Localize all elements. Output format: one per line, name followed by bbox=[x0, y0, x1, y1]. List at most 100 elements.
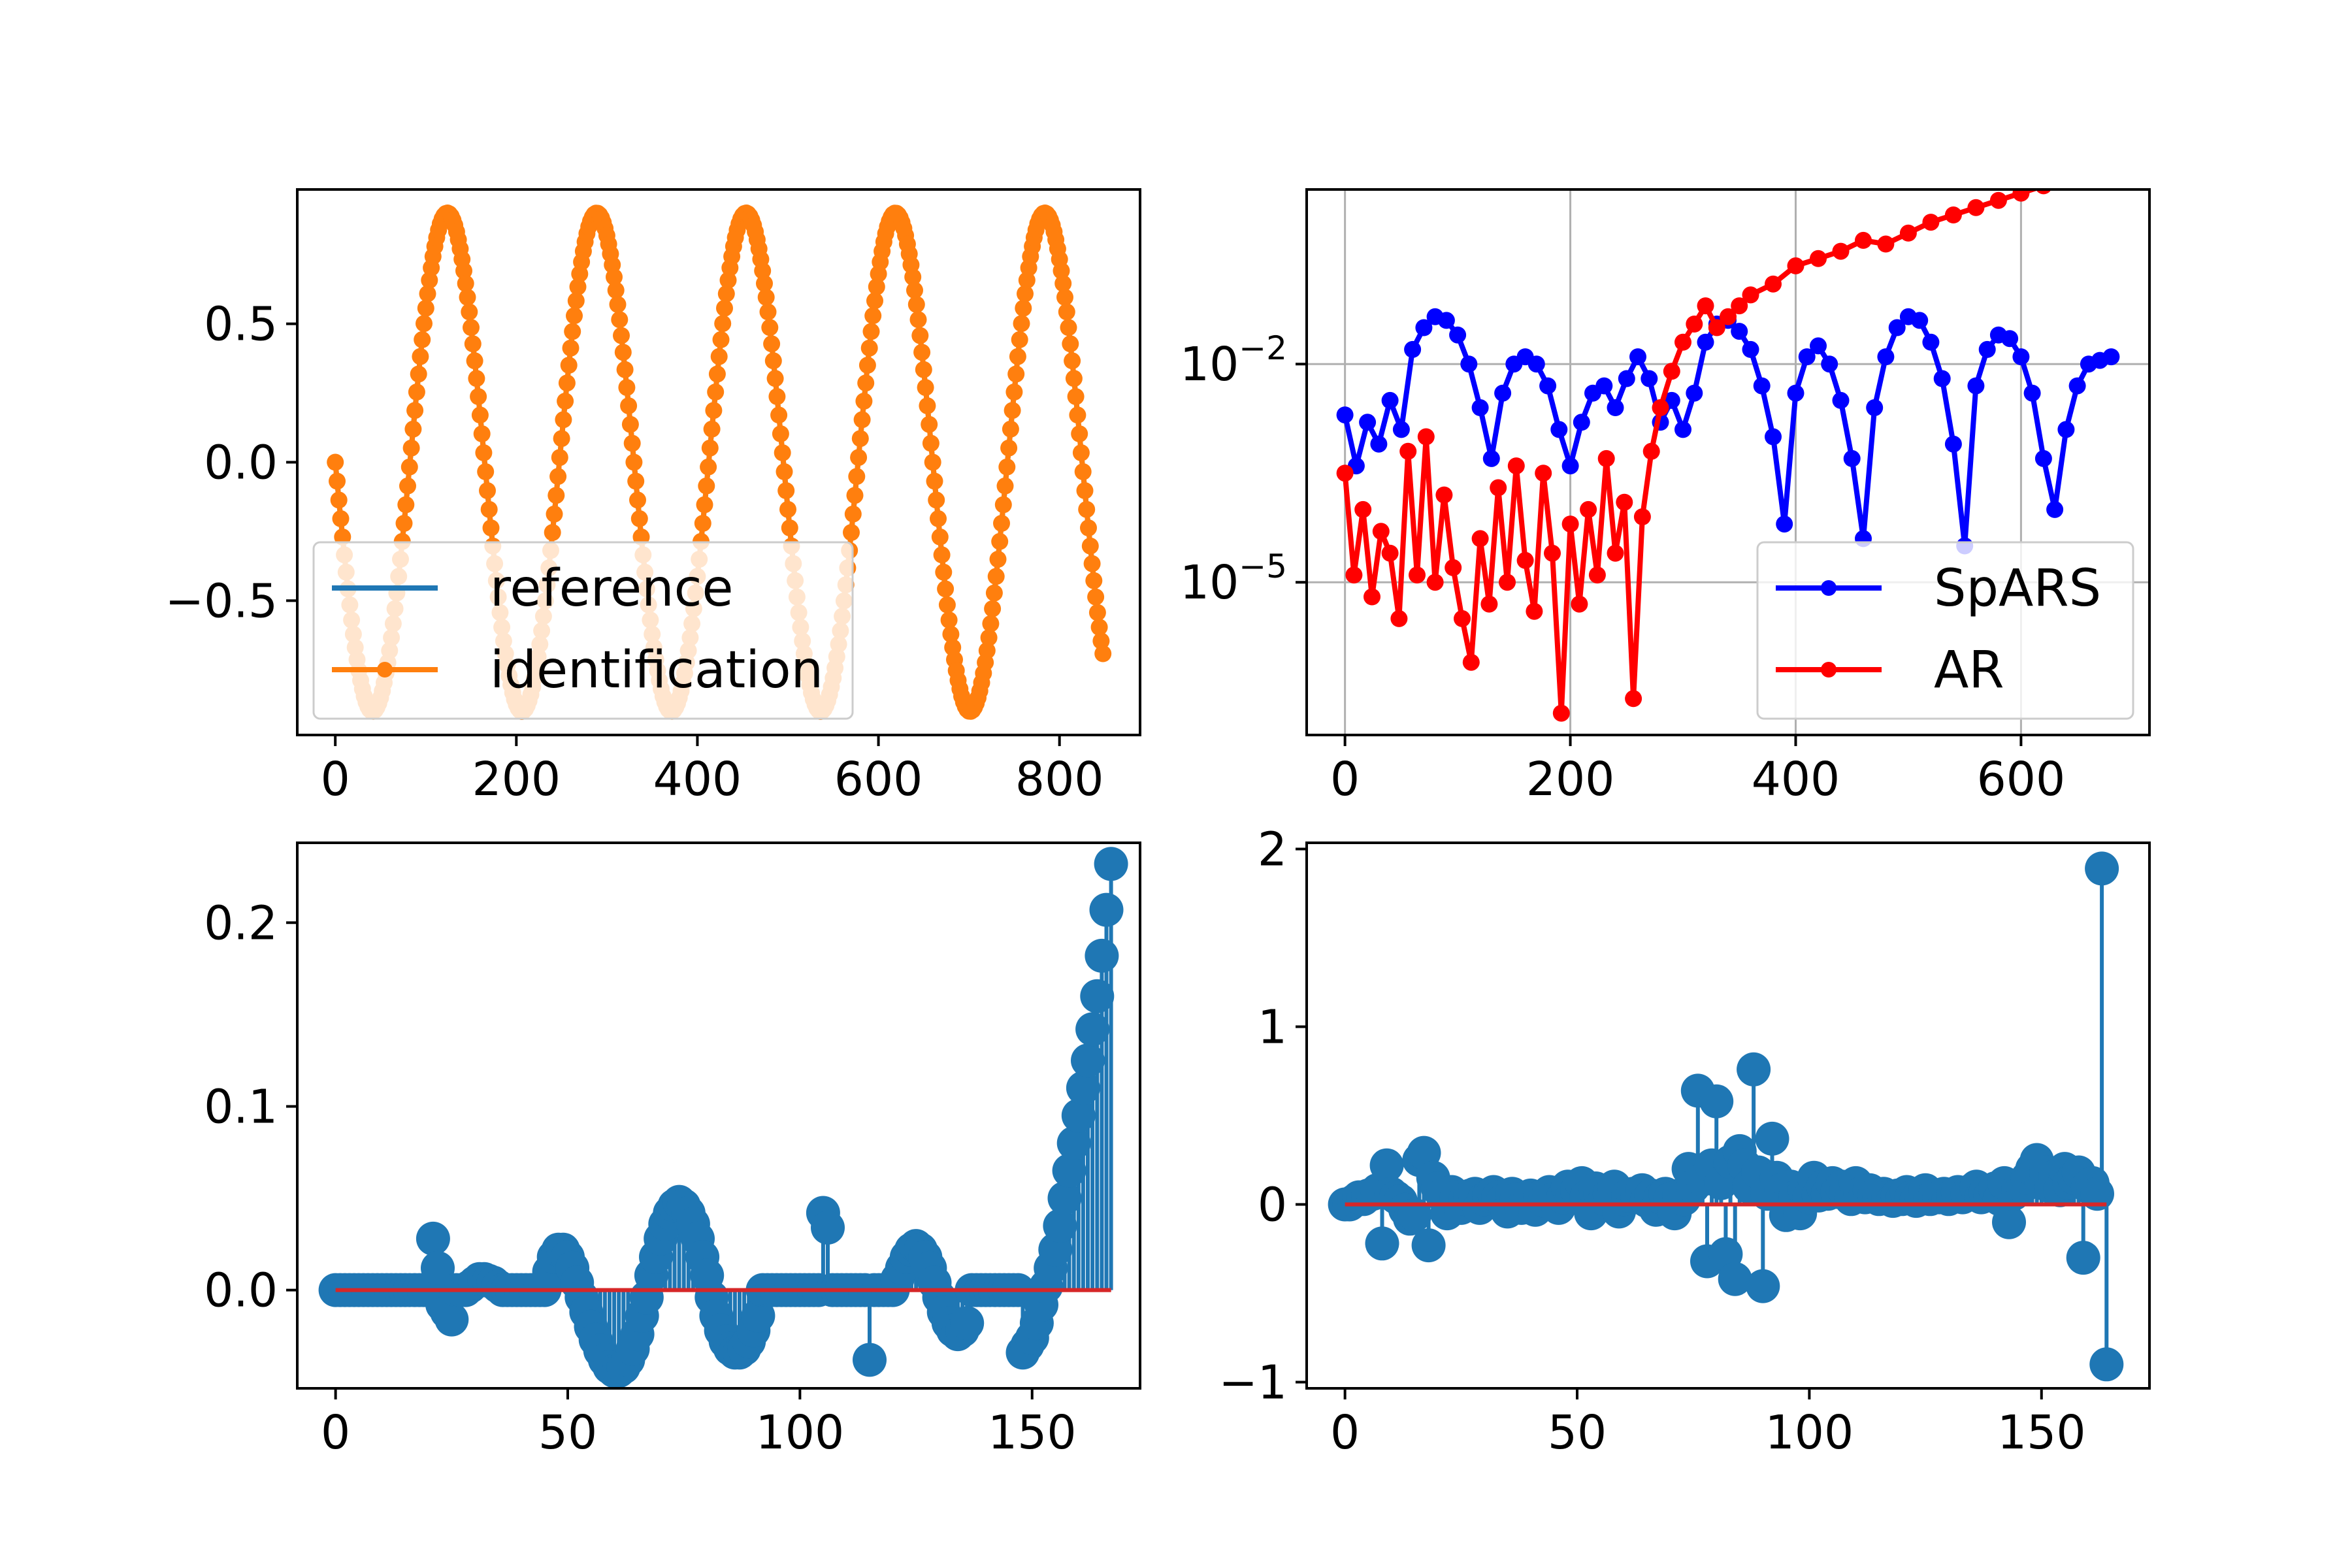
stem-marker bbox=[2080, 1177, 2114, 1211]
data-point bbox=[1571, 595, 1588, 613]
stem-marker bbox=[2066, 1241, 2100, 1275]
data-point bbox=[777, 482, 795, 499]
data-point bbox=[553, 430, 570, 448]
data-point bbox=[632, 528, 650, 546]
data-point bbox=[1544, 544, 1561, 562]
data-point bbox=[754, 262, 772, 280]
data-point bbox=[332, 510, 350, 527]
data-point bbox=[455, 262, 472, 280]
data-point bbox=[1507, 457, 1525, 475]
stem-marker bbox=[1699, 1084, 1734, 1119]
legend: SpARS AR bbox=[1756, 541, 2134, 720]
data-point bbox=[1708, 319, 1725, 336]
data-point bbox=[549, 468, 567, 485]
data-point bbox=[1071, 425, 1088, 442]
data-point bbox=[1967, 199, 1985, 216]
data-point bbox=[1067, 388, 1085, 405]
data-point bbox=[406, 402, 424, 419]
data-point bbox=[924, 453, 941, 471]
data-point bbox=[1494, 384, 1512, 402]
stem-marker bbox=[1755, 1121, 1789, 1156]
data-point bbox=[1535, 465, 1552, 482]
data-point bbox=[475, 444, 493, 461]
data-point bbox=[1392, 421, 1410, 438]
data-point bbox=[772, 425, 789, 442]
data-point bbox=[716, 299, 733, 317]
data-point bbox=[1607, 544, 1624, 562]
data-point bbox=[1561, 515, 1579, 533]
data-point bbox=[1015, 299, 1032, 317]
data-point bbox=[1810, 337, 1827, 355]
y-tick-label: 0 bbox=[1258, 1177, 1287, 1232]
data-point bbox=[707, 384, 725, 400]
data-point bbox=[1580, 500, 1597, 518]
data-point bbox=[1060, 319, 1077, 336]
data-point bbox=[1663, 363, 1680, 380]
data-point bbox=[857, 374, 875, 392]
legend-marker-identification bbox=[377, 662, 393, 678]
data-point bbox=[620, 397, 638, 415]
data-point bbox=[421, 271, 438, 289]
data-point bbox=[1017, 285, 1034, 302]
data-point bbox=[1480, 595, 1498, 613]
data-point bbox=[408, 384, 425, 400]
data-point bbox=[1731, 297, 1748, 315]
data-point bbox=[701, 439, 719, 457]
axes-frame bbox=[296, 188, 1141, 736]
legend-label-spars: SpARS bbox=[1934, 559, 2101, 618]
data-point bbox=[1404, 340, 1422, 358]
data-point bbox=[978, 642, 996, 659]
data-point bbox=[1888, 319, 1906, 336]
data-point bbox=[2001, 330, 2019, 348]
data-point bbox=[994, 496, 1012, 514]
data-point bbox=[757, 289, 775, 306]
data-point bbox=[855, 393, 873, 410]
stem-marker bbox=[1746, 1269, 1780, 1303]
data-point bbox=[1085, 572, 1103, 589]
data-point bbox=[1742, 286, 1759, 304]
data-point bbox=[1018, 271, 1036, 289]
legend-marker-ar bbox=[1821, 662, 1837, 678]
data-point bbox=[1597, 449, 1615, 467]
axes-frame bbox=[1305, 188, 2151, 736]
data-point bbox=[940, 612, 958, 629]
legend-marker-spars bbox=[1821, 580, 1837, 596]
data-point bbox=[776, 463, 793, 480]
data-point bbox=[1064, 352, 1081, 370]
data-point bbox=[1074, 463, 1092, 480]
data-point bbox=[774, 444, 791, 461]
y-tick-label: 0.1 bbox=[204, 1079, 278, 1134]
data-point bbox=[419, 285, 436, 302]
x-axis: 0 200 400 600 bbox=[1330, 735, 2065, 806]
data-point bbox=[917, 379, 934, 397]
data-point bbox=[1674, 421, 1691, 438]
data-point bbox=[843, 524, 860, 541]
data-point bbox=[1336, 465, 1354, 482]
stem-marker bbox=[1061, 1098, 1096, 1133]
x-tick-label: 100 bbox=[1765, 1405, 1854, 1460]
data-point bbox=[1409, 566, 1426, 584]
data-point bbox=[913, 344, 931, 361]
data-point bbox=[327, 453, 344, 471]
data-point bbox=[614, 344, 632, 361]
data-point bbox=[416, 315, 433, 333]
data-point bbox=[866, 292, 883, 310]
stem-marker bbox=[1052, 1153, 1086, 1188]
data-point bbox=[1090, 619, 1108, 636]
legend-box bbox=[312, 541, 854, 720]
stem-marker bbox=[1369, 1148, 1404, 1183]
data-point bbox=[414, 331, 431, 348]
data-point bbox=[1415, 319, 1433, 336]
y-tick-label: 10−5 bbox=[1180, 547, 1287, 610]
stem-marker bbox=[1043, 1209, 1077, 1243]
x-tick-label: 0 bbox=[321, 752, 350, 806]
data-point bbox=[768, 388, 786, 405]
data-point bbox=[1417, 428, 1435, 446]
stem-marker bbox=[2085, 851, 2119, 886]
data-point bbox=[479, 482, 496, 499]
data-point bbox=[717, 285, 735, 302]
data-point bbox=[562, 339, 580, 357]
data-point bbox=[1588, 566, 1606, 584]
x-tick-label: 200 bbox=[472, 752, 561, 806]
data-point bbox=[1065, 370, 1083, 387]
